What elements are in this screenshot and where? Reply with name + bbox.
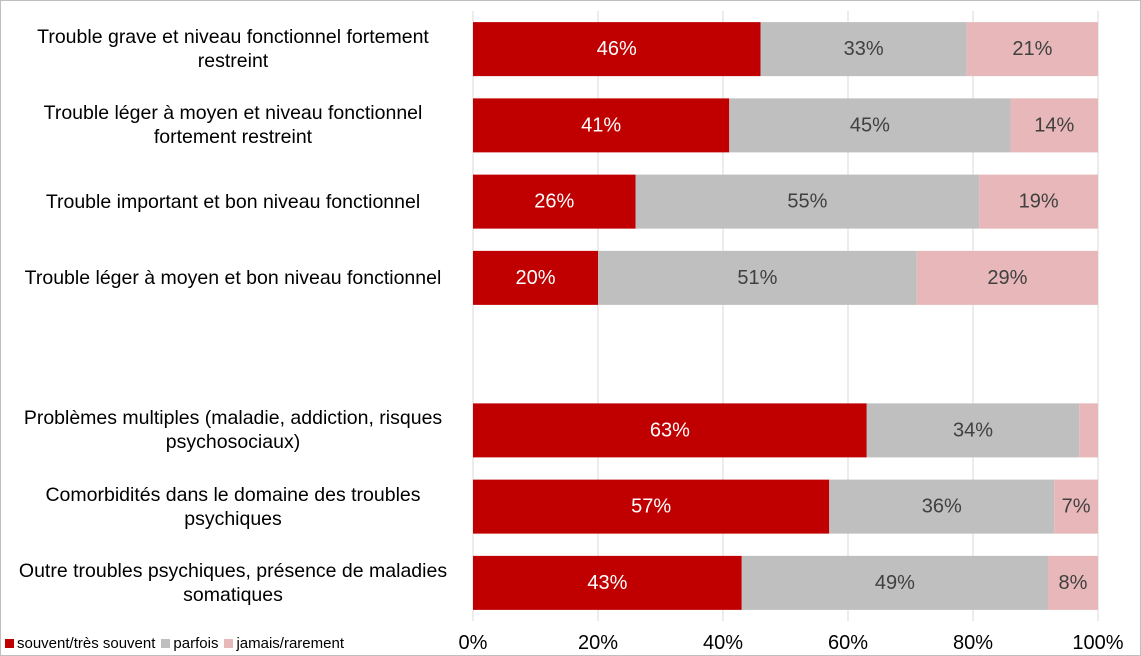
bar-segment	[1054, 479, 1098, 534]
x-tick-label: 80%	[953, 632, 993, 654]
category-label: Outre troubles psychiques, présence de m…	[18, 559, 448, 606]
legend-label: jamais/rarement	[236, 635, 344, 652]
legend-item: parfois	[161, 635, 218, 652]
data-label: 7%	[1062, 496, 1091, 518]
data-label: 36%	[922, 496, 962, 518]
legend: souvent/très souvent parfois jamais/rareme…	[5, 635, 344, 652]
bar-segment	[1079, 403, 1098, 458]
x-tick-label: 60%	[828, 632, 868, 654]
bar-segment	[473, 250, 598, 305]
data-label: 29%	[987, 267, 1027, 289]
bar-segment	[760, 22, 967, 77]
category-label: Trouble grave et niveau fonctionnel fort…	[37, 26, 429, 73]
data-label: 57%	[631, 496, 671, 518]
data-label: 49%	[875, 572, 915, 594]
data-label: 63%	[650, 419, 690, 441]
x-tick-label: 100%	[1072, 632, 1123, 654]
data-label: 26%	[534, 191, 574, 213]
data-label: 45%	[850, 114, 890, 136]
x-tick-label: 40%	[703, 632, 743, 654]
bar-segment	[829, 479, 1055, 534]
data-label: 33%	[844, 38, 884, 60]
data-label: 41%	[581, 114, 621, 136]
legend-label: parfois	[173, 635, 219, 652]
category-label: Problèmes multiples (maladie, addiction,…	[23, 407, 443, 454]
data-label: 55%	[787, 191, 827, 213]
bar-segment	[741, 555, 1048, 610]
legend-swatch	[161, 639, 171, 648]
x-tick-label: 20%	[578, 632, 618, 654]
data-label: 43%	[587, 572, 627, 594]
data-label: 14%	[1034, 114, 1074, 136]
bar-segment	[598, 250, 917, 305]
legend-swatch	[224, 639, 234, 648]
bar-segment	[473, 479, 830, 534]
data-label: 34%	[953, 419, 993, 441]
category-label: Trouble léger à moyen et niveau fonction…	[43, 102, 423, 149]
x-tick-label: 0%	[459, 632, 488, 654]
data-label: 19%	[1019, 191, 1059, 213]
legend-label: souvent/très souvent	[17, 635, 156, 652]
bar-segment	[473, 555, 742, 610]
data-label: 46%	[597, 38, 637, 60]
bar-segment	[916, 250, 1098, 305]
data-label: 20%	[515, 267, 555, 289]
category-label: Trouble important et bon niveau fonction…	[45, 190, 421, 213]
bar-segment	[473, 403, 867, 458]
bar-segment	[966, 22, 1098, 77]
bar-segment	[635, 174, 980, 229]
legend-swatch	[5, 639, 14, 648]
bar-segment	[473, 174, 636, 229]
bar-segment	[1048, 555, 1098, 610]
bar-segment	[1010, 98, 1098, 153]
bar-segment	[729, 98, 1011, 153]
bar-segment	[473, 98, 730, 153]
bar-segment	[866, 403, 1080, 458]
legend-item: jamais/rarement	[224, 635, 344, 652]
data-label: 51%	[737, 267, 777, 289]
category-label: Comorbidités dans le domaine des trouble…	[45, 483, 421, 530]
category-label: Trouble léger à moyen et bon niveau fonc…	[24, 266, 442, 289]
bar-segment	[979, 174, 1098, 229]
bar-segment	[473, 22, 761, 77]
legend-item: souvent/très souvent	[5, 635, 155, 652]
data-label: 21%	[1012, 38, 1052, 60]
data-label: 8%	[1059, 572, 1088, 594]
